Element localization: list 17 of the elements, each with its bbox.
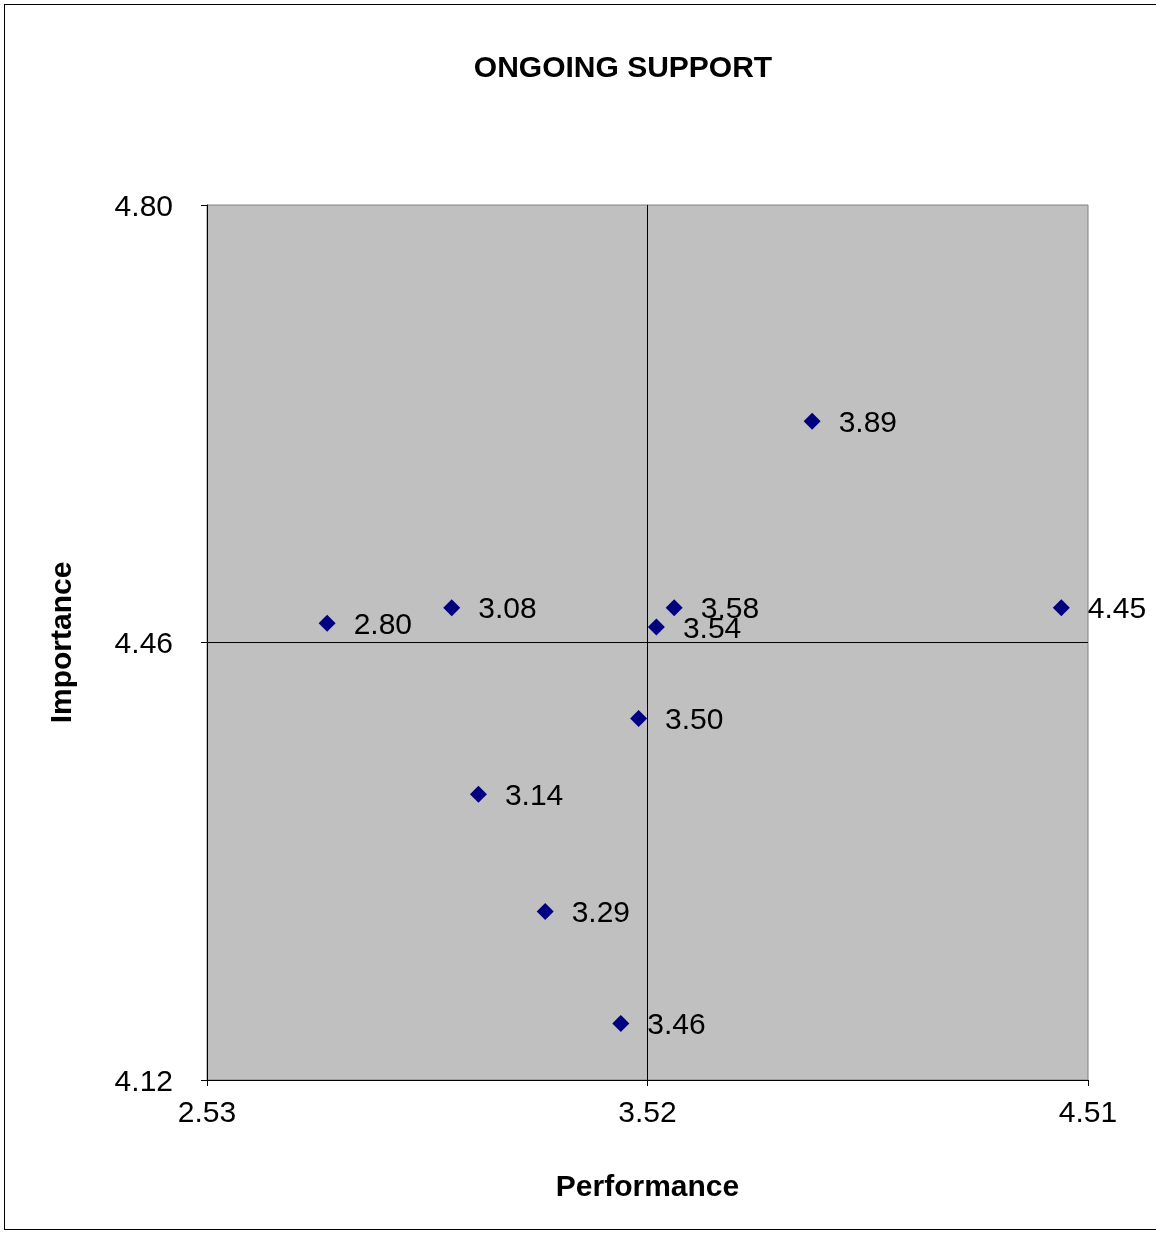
text: 3.50	[665, 701, 724, 735]
y-tick-label: 4.46	[114, 626, 173, 659]
y-axis-title: Importance	[43, 561, 77, 724]
text: 4.45	[1087, 591, 1147, 625]
x-tick-label: 4.51	[1058, 1094, 1118, 1128]
text: 3.89	[838, 404, 898, 438]
y-tick-label: 4.80	[114, 188, 173, 222]
text: 3.46	[647, 1006, 706, 1040]
text: 3.08	[478, 591, 537, 625]
y-tick-label: 4.12	[114, 1063, 173, 1097]
x-tick-label: 3.52	[618, 1094, 677, 1128]
chart-title: ONGOING SUPPORT	[473, 49, 773, 83]
x-axis-title: Performance	[555, 1168, 740, 1202]
text: 2.80	[353, 606, 413, 640]
text: 3.14	[504, 777, 564, 811]
text: 3.29	[571, 894, 631, 928]
x-tick-label: 2.53	[177, 1094, 237, 1128]
